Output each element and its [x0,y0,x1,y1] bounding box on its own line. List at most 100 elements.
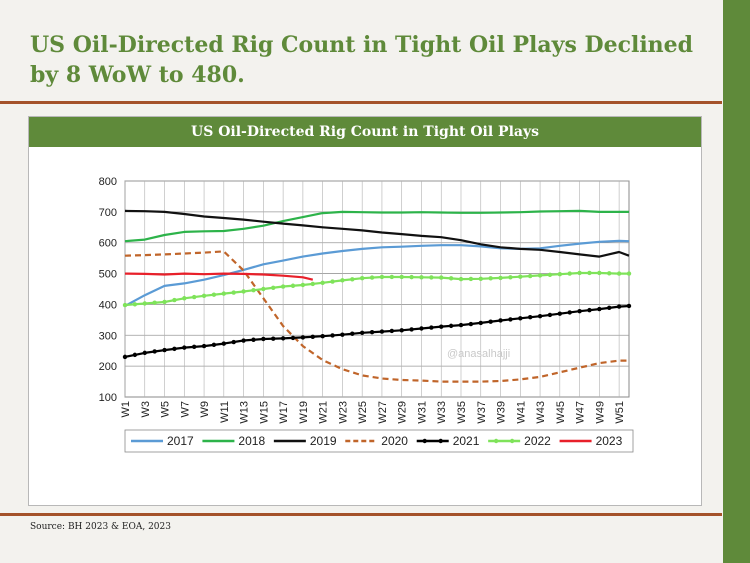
series-line-2018 [124,209,629,243]
series-marker-2021 [251,337,256,342]
series-marker-2021 [498,318,503,323]
series-marker-2022 [389,274,395,280]
series-marker-2021 [122,354,128,360]
series-marker-2021 [429,325,434,330]
series-marker-2022 [191,294,197,300]
series-marker-2022 [557,271,563,277]
x-tick-label: W15 [258,401,270,424]
series-line-2020 [124,250,629,383]
x-tick-label: W39 [496,401,508,424]
x-tick-label: W19 [298,401,310,424]
series-marker-2021 [359,330,365,336]
series-marker-2022 [201,293,207,298]
x-tick-label: W37 [476,401,488,424]
legend-label-2021: 2021 [453,434,480,448]
x-tick-label: W23 [337,401,349,424]
bottom-rule [0,513,722,516]
series-marker-2022 [419,275,424,280]
series-marker-2021 [261,336,266,342]
series-marker-2022 [162,299,167,305]
series-marker-2022 [369,275,375,280]
legend-label-2020: 2020 [381,434,408,448]
series-marker-2021 [587,307,592,313]
legend-marker-2021 [422,438,427,444]
series-marker-2022 [122,302,128,308]
series-marker-2022 [320,280,325,286]
legend-marker-2022 [493,438,499,444]
y-tick-label: 100 [99,392,117,404]
legend-label-2022: 2022 [524,434,551,448]
series-marker-2022 [231,290,236,295]
series-marker-2022 [261,286,266,292]
series-marker-2022 [537,273,543,278]
series-marker-2021 [508,317,513,322]
series-marker-2021 [241,338,246,343]
series-marker-2022 [616,271,622,276]
x-tick-label: W7 [179,401,191,418]
series-marker-2022 [518,274,523,279]
series-marker-2022 [508,275,513,280]
chart-frame: US Oil-Directed Rig Count in Tight Oil P… [28,116,702,506]
series-marker-2022 [300,282,306,288]
x-tick-label: W5 [160,401,172,418]
y-tick-label: 400 [99,299,117,311]
slide-title: US Oil-Directed Rig Count in Tight Oil P… [30,32,694,88]
series-marker-2022 [241,289,246,294]
x-tick-label: W13 [239,401,251,424]
x-tick-label: W3 [140,401,152,418]
series-marker-2021 [527,315,533,320]
series-marker-2022 [132,302,138,307]
series-marker-2021 [577,309,582,314]
series-marker-2021 [389,328,395,334]
x-tick-label: W45 [555,401,567,424]
series-marker-2021 [468,321,474,327]
series-marker-2021 [320,334,325,339]
legend-label-2017: 2017 [167,434,194,448]
series-marker-2022 [399,274,404,280]
series-marker-2021 [231,339,236,345]
series-marker-2022 [597,270,602,276]
series-marker-2021 [132,352,138,358]
series-marker-2022 [290,283,296,288]
series-marker-2022 [310,281,315,287]
series-line-2017 [124,239,630,307]
series-marker-2022 [152,300,157,305]
x-tick-label: W29 [397,401,409,424]
series-marker-2021 [537,313,543,319]
series-marker-2021 [152,349,157,354]
series-marker-2021 [488,319,493,324]
legend-marker-2021 [438,438,443,444]
series-marker-2021 [399,328,404,333]
series-marker-2022 [488,276,493,281]
series-marker-2021 [280,336,286,341]
series-marker-2022 [547,272,553,278]
series-marker-2021 [448,323,454,329]
x-tick-label: W43 [535,401,547,424]
series-marker-2021 [310,334,315,340]
series-marker-2022 [439,275,444,280]
chart-title: US Oil-Directed Rig Count in Tight Oil P… [29,117,701,147]
series-marker-2021 [597,306,602,312]
series-marker-2022 [172,297,177,303]
series-marker-2021 [547,312,553,318]
series-marker-2021 [369,330,375,335]
series-marker-2021 [567,310,572,315]
series-marker-2022 [221,291,227,296]
x-tick-label: W11 [219,401,231,423]
series-marker-2021 [626,303,632,309]
y-tick-label: 500 [99,269,117,281]
series-marker-2022 [379,274,385,280]
series-marker-2022 [626,271,632,276]
series-marker-2022 [498,275,503,281]
top-rule [0,101,722,104]
x-tick-label: W49 [594,401,606,424]
y-tick-label: 200 [99,361,117,373]
x-tick-label: W35 [456,401,468,424]
legend-label-2019: 2019 [310,434,337,448]
series-marker-2021 [172,346,177,352]
series-marker-2021 [182,345,187,350]
series-marker-2021 [419,326,424,331]
series-marker-2022 [330,279,335,284]
series-marker-2021 [290,335,296,341]
series-marker-2021 [221,341,227,346]
